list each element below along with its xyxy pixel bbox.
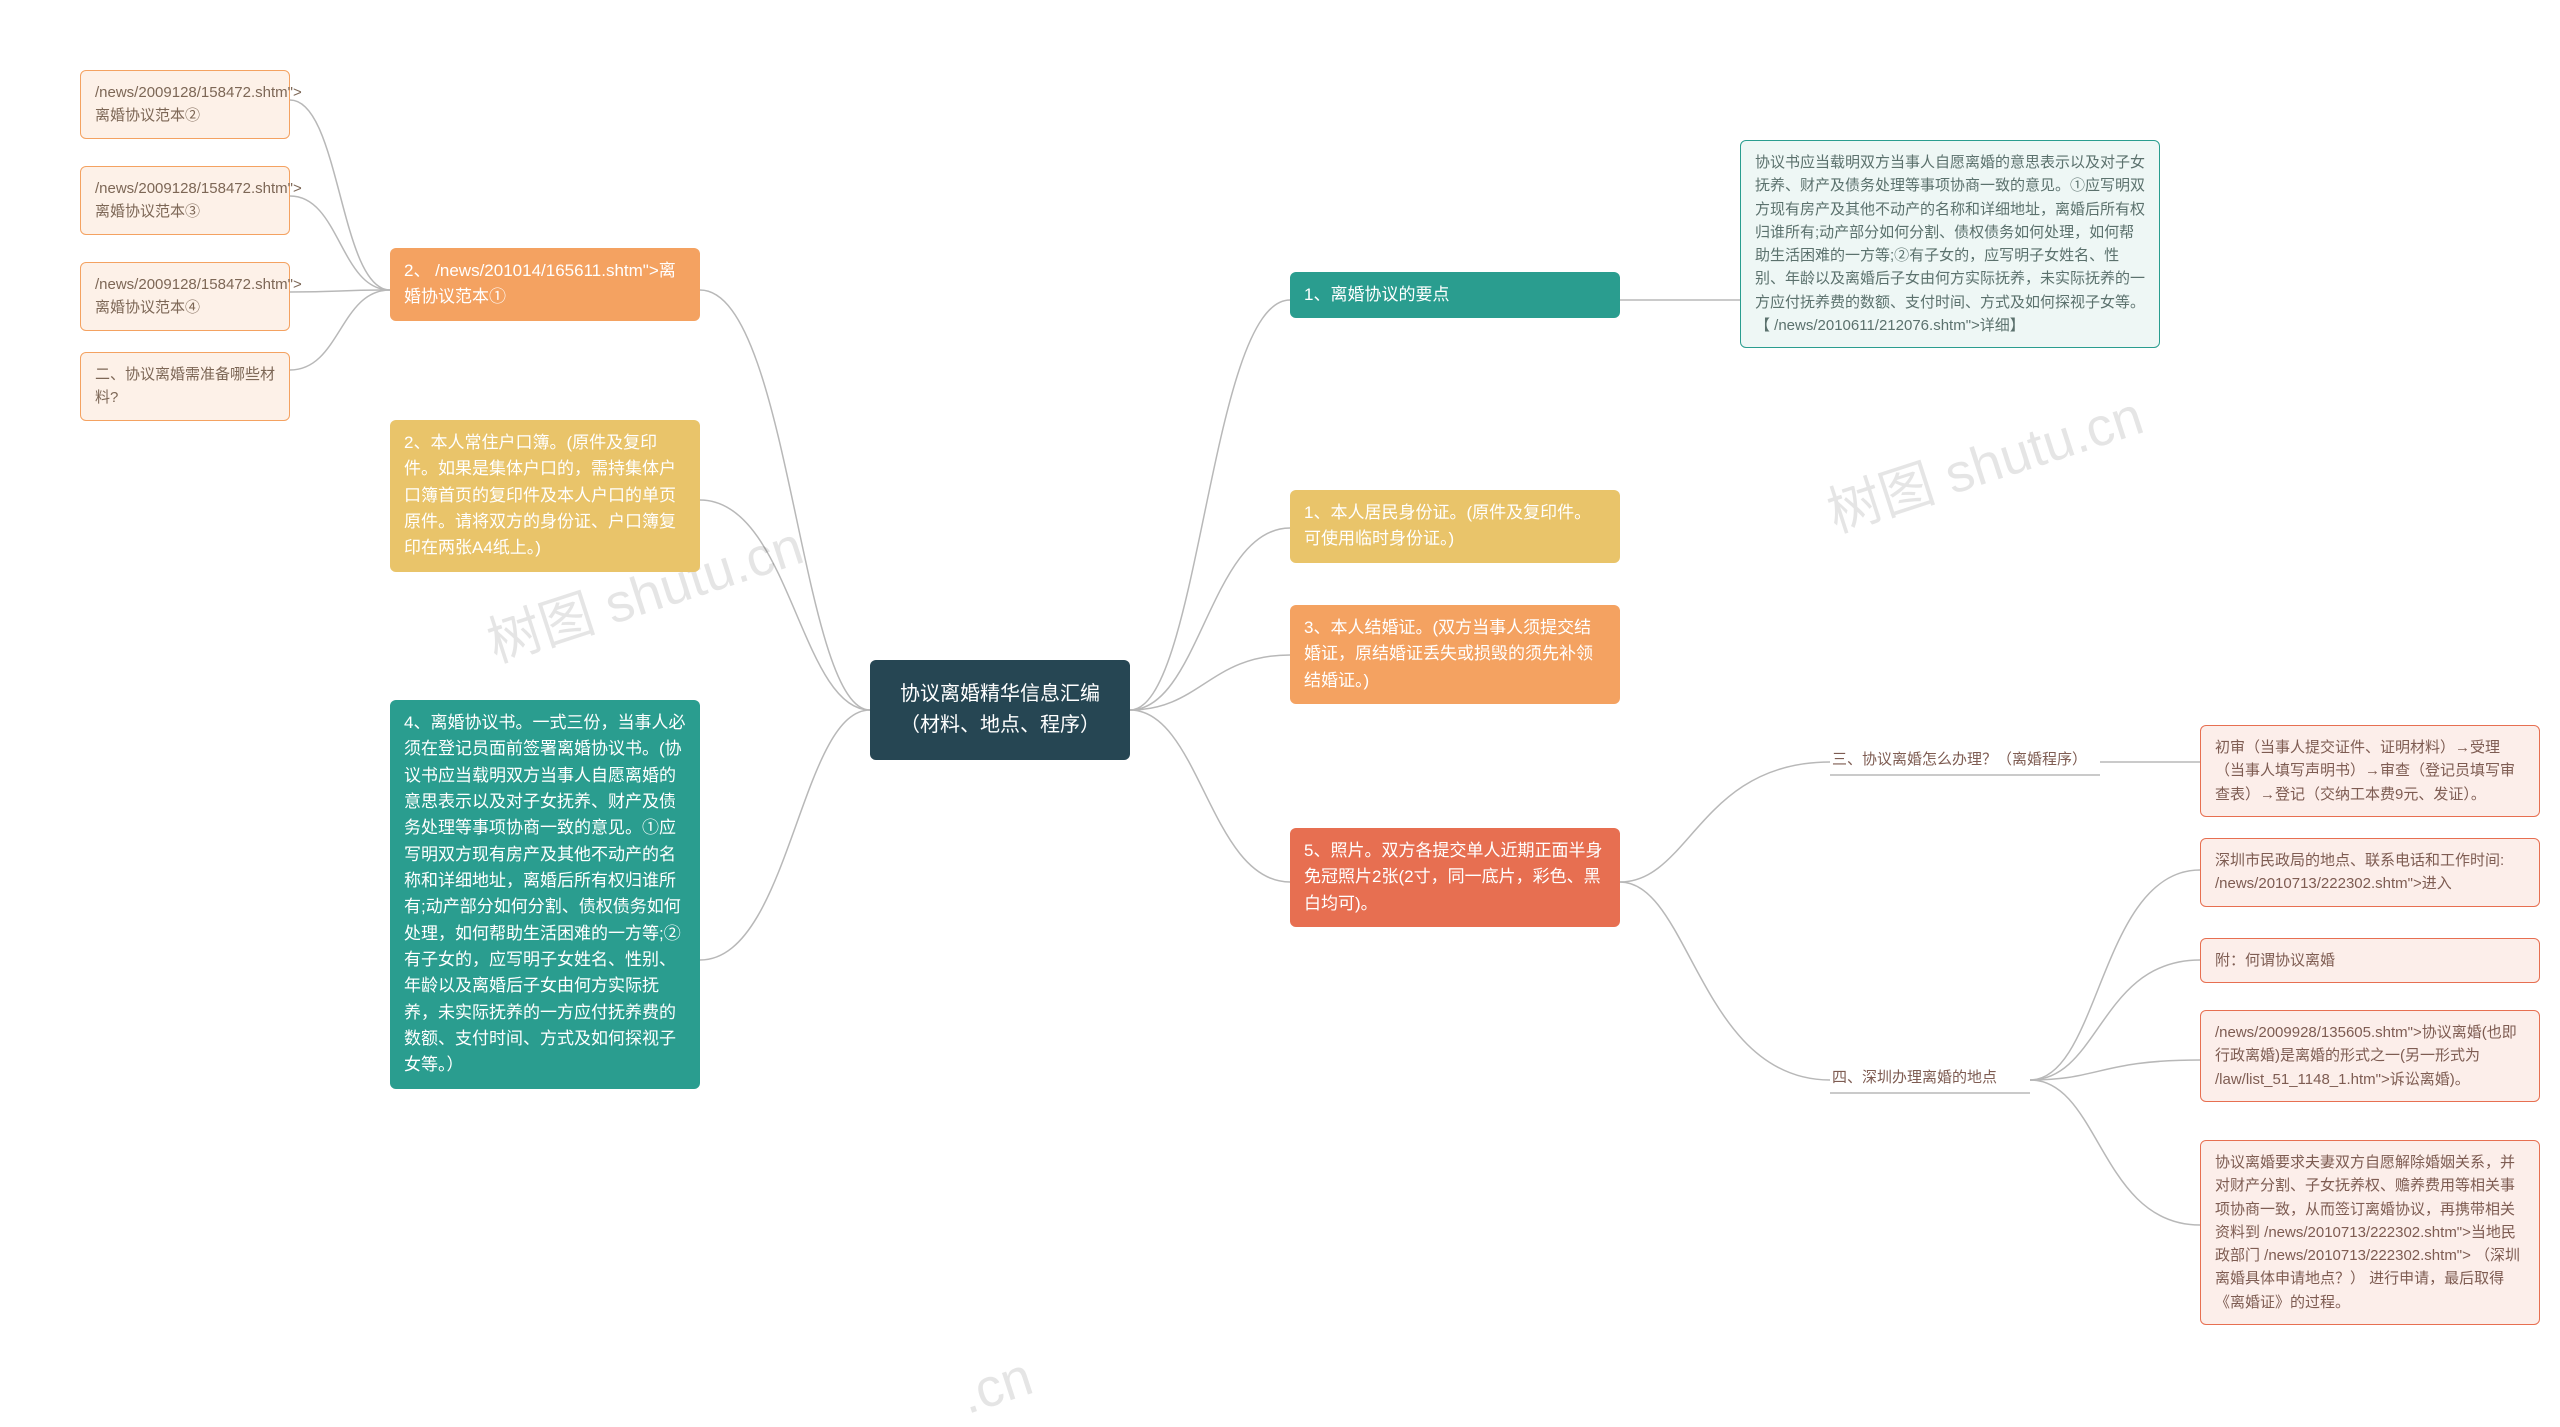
connectors-svg xyxy=(0,0,2560,1398)
leaf-agreement-points-detail: 协议书应当载明双方当事人自愿离婚的意思表示以及对子女抚养、财产及债务处理等事项协… xyxy=(1740,140,2160,348)
leaf-agreement-vs-litigation: /news/2009928/135605.shtm">协议离婚(也即行政离婚)是… xyxy=(2200,1010,2540,1102)
node-template-1: 2、 /news/201014/165611.shtm">离婚协议范本① xyxy=(390,248,700,321)
node-marriage-cert: 3、本人结婚证。(双方当事人须提交结婚证，原结婚证丢失或损毁的须先补领结婚证。) xyxy=(1290,605,1620,704)
leaf-template-3: /news/2009128/158472.shtm">离婚协议范本③ xyxy=(80,166,290,235)
node-id-card: 1、本人居民身份证。(原件及复印件。可使用临时身份证。) xyxy=(1290,490,1620,563)
node-divorce-agreement-doc: 4、离婚协议书。一式三份，当事人必须在登记员面前签署离婚协议书。(协议书应当载明… xyxy=(390,700,700,1089)
leaf-agreement-divorce-process: 协议离婚要求夫妻双方自愿解除婚姻关系，并对财产分割、子女抚养权、赡养费用等相关事… xyxy=(2200,1140,2540,1325)
leaf-what-is-agreement-divorce: 附：何谓协议离婚 xyxy=(2200,938,2540,983)
leaf-template-2: /news/2009128/158472.shtm">离婚协议范本② xyxy=(80,70,290,139)
leaf-template-4: /news/2009128/158472.shtm">离婚协议范本④ xyxy=(80,262,290,331)
node-divorce-agreement-points: 1、离婚协议的要点 xyxy=(1290,272,1620,318)
label-shenzhen-location: 四、深圳办理离婚的地点 xyxy=(1832,1066,1997,1087)
leaf-civil-bureau-contact: 深圳市民政局的地点、联系电话和工作时间: /news/2010713/22230… xyxy=(2200,838,2540,907)
label-procedure: 三、协议离婚怎么办理？（离婚程序） xyxy=(1832,748,2087,769)
root-node: 协议离婚精华信息汇编（材料、地点、程序） xyxy=(870,660,1130,760)
leaf-materials-needed: 二、协议离婚需准备哪些材料? xyxy=(80,352,290,421)
leaf-procedure-steps: 初审（当事人提交证件、证明材料）→受理（当事人填写声明书）→审查（登记员填写审查… xyxy=(2200,725,2540,817)
node-hukou: 2、本人常住户口簿。(原件及复印件。如果是集体户口的，需持集体户口簿首页的复印件… xyxy=(390,420,700,572)
node-photos: 5、照片。双方各提交单人近期正面半身免冠照片2张(2寸，同一底片，彩色、黑白均可… xyxy=(1290,828,1620,927)
